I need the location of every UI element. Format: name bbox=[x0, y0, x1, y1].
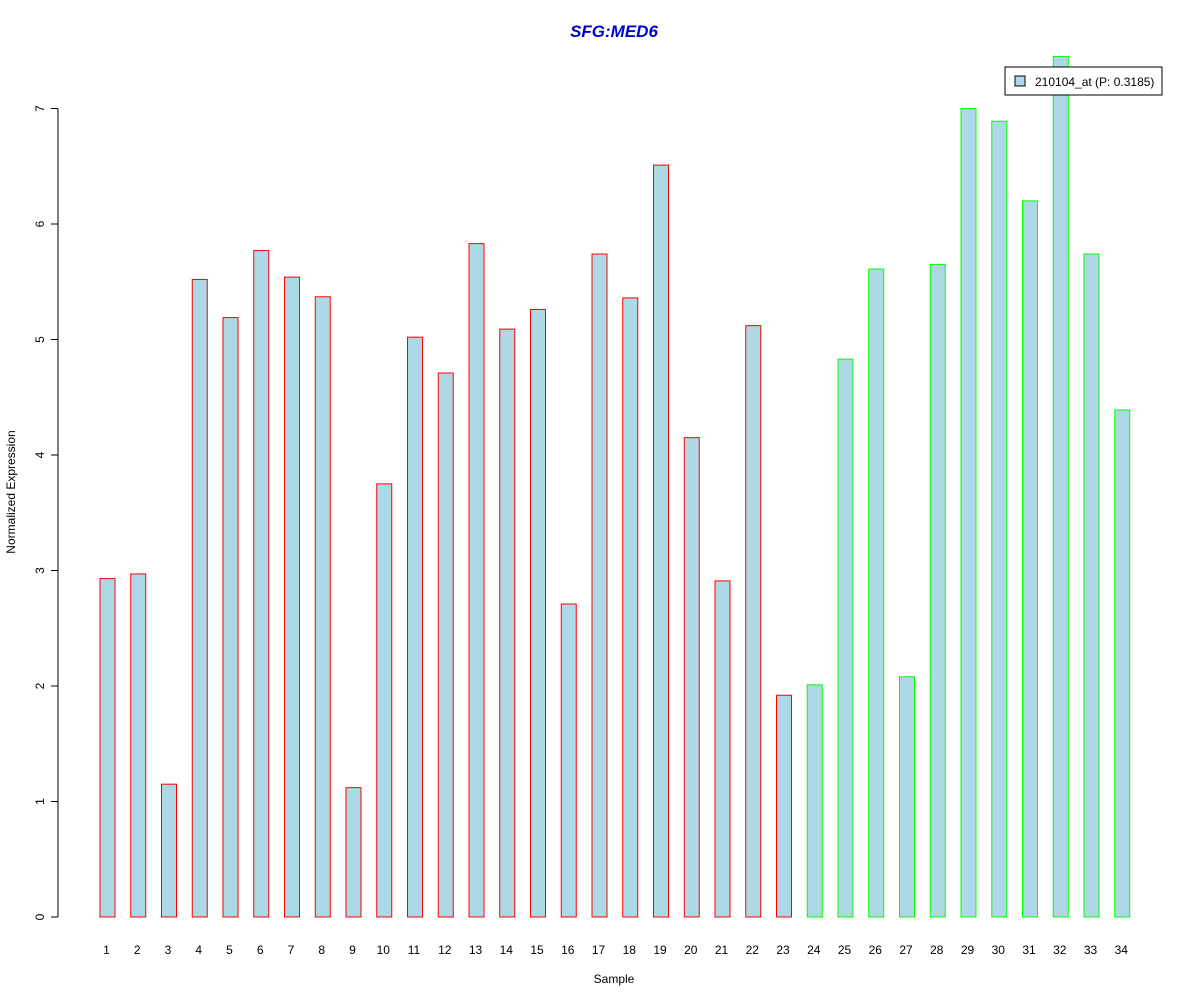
y-tick-label: 6 bbox=[33, 220, 47, 227]
x-tick-label: 1 bbox=[103, 943, 110, 957]
bar-sample-28 bbox=[929, 263, 946, 918]
x-tick-label: 31 bbox=[1022, 943, 1036, 957]
x-tick-label: 14 bbox=[500, 943, 514, 957]
x-tick-label: 29 bbox=[961, 943, 975, 957]
bar-sample-29 bbox=[960, 108, 977, 918]
bar-sample-8 bbox=[314, 296, 331, 918]
bar-sample-16 bbox=[560, 603, 577, 918]
x-tick-label: 7 bbox=[288, 943, 295, 957]
bar-sample-33 bbox=[1083, 253, 1100, 918]
x-tick-label: 23 bbox=[776, 943, 790, 957]
x-tick-label: 16 bbox=[561, 943, 575, 957]
x-tick-label: 3 bbox=[165, 943, 172, 957]
bar-sample-5 bbox=[222, 317, 239, 918]
x-tick-label: 24 bbox=[807, 943, 821, 957]
bar-sample-21 bbox=[714, 580, 731, 918]
bar-sample-13 bbox=[468, 243, 485, 918]
x-tick-label: 22 bbox=[746, 943, 760, 957]
bar-sample-18 bbox=[622, 297, 639, 918]
y-tick-label: 4 bbox=[33, 451, 47, 458]
x-tick-label: 17 bbox=[592, 943, 606, 957]
bar-sample-3 bbox=[161, 783, 177, 918]
y-tick-label: 0 bbox=[33, 913, 47, 920]
bar-sample-11 bbox=[407, 336, 423, 918]
y-tick-label: 3 bbox=[33, 567, 47, 574]
bar-sample-32 bbox=[1052, 56, 1069, 918]
bar-sample-22 bbox=[745, 325, 762, 918]
x-tick-label: 34 bbox=[1115, 943, 1129, 957]
x-tick-label: 33 bbox=[1084, 943, 1098, 957]
bar-sample-6 bbox=[253, 250, 270, 918]
legend-entry: 210104_at (P: 0.3185) bbox=[1035, 75, 1154, 89]
y-axis: 0 1 2 3 4 5 6 7 bbox=[33, 105, 59, 920]
bar-sample-2 bbox=[130, 573, 147, 918]
legend-box bbox=[1004, 66, 1163, 96]
bar-sample-25 bbox=[837, 358, 854, 918]
x-tick-label: 19 bbox=[653, 943, 667, 957]
bar-sample-24 bbox=[806, 684, 823, 918]
x-tick-labels: 1 2 3 4 5 6 7 8 9 10 11 12 13 14 15 16 17 18 19 20 21 22 23 24 2… bbox=[103, 943, 1128, 957]
bar-sample-12 bbox=[437, 372, 454, 918]
bar-sample-4 bbox=[191, 278, 208, 918]
y-tick-label: 5 bbox=[33, 336, 47, 343]
x-tick-label: 25 bbox=[838, 943, 852, 957]
x-tick-label: 30 bbox=[992, 943, 1006, 957]
bar-sample-17 bbox=[591, 253, 608, 918]
bar-sample-15 bbox=[530, 308, 546, 918]
bar-sample-20 bbox=[683, 437, 700, 918]
x-tick-label: 11 bbox=[408, 943, 421, 957]
x-tick-label: 2 bbox=[134, 943, 141, 957]
y-axis-label: Normalized Expression bbox=[4, 430, 18, 553]
bar-sample-10 bbox=[376, 483, 393, 918]
y-tick-label: 1 bbox=[33, 798, 47, 805]
bar-sample-7 bbox=[284, 276, 300, 918]
legend-swatch bbox=[1014, 75, 1026, 87]
bar-sample-27 bbox=[899, 676, 915, 918]
x-tick-label: 26 bbox=[869, 943, 883, 957]
x-tick-label: 20 bbox=[684, 943, 698, 957]
bars bbox=[99, 56, 1131, 918]
bar-sample-23 bbox=[776, 694, 792, 918]
bar-sample-19 bbox=[653, 164, 669, 918]
legend: 210104_at (P: 0.3185) bbox=[1004, 66, 1163, 96]
x-tick-label: 8 bbox=[318, 943, 325, 957]
y-tick-label: 7 bbox=[33, 105, 47, 112]
bar-sample-31 bbox=[1022, 200, 1038, 918]
bar-sample-30 bbox=[991, 120, 1008, 918]
x-tick-label: 4 bbox=[195, 943, 202, 957]
x-tick-label: 12 bbox=[438, 943, 452, 957]
x-tick-label: 21 bbox=[715, 943, 729, 957]
x-tick-label: 32 bbox=[1053, 943, 1067, 957]
bar-sample-26 bbox=[868, 268, 885, 918]
x-tick-label: 13 bbox=[469, 943, 483, 957]
x-tick-label: 15 bbox=[530, 943, 544, 957]
x-tick-label: 27 bbox=[899, 943, 913, 957]
x-tick-label: 28 bbox=[930, 943, 944, 957]
x-tick-label: 6 bbox=[257, 943, 264, 957]
y-tick-label: 2 bbox=[33, 682, 47, 689]
bar-sample-34 bbox=[1114, 409, 1131, 918]
x-tick-label: 18 bbox=[623, 943, 637, 957]
chart-title: SFG:MED6 bbox=[570, 22, 658, 41]
x-tick-label: 9 bbox=[349, 943, 356, 957]
x-axis-label: Sample bbox=[594, 972, 635, 986]
bar-sample-1 bbox=[99, 578, 116, 918]
bar-sample-14 bbox=[499, 328, 516, 918]
x-tick-label: 10 bbox=[377, 943, 391, 957]
x-tick-label: 5 bbox=[226, 943, 233, 957]
bar-sample-9 bbox=[345, 787, 362, 918]
